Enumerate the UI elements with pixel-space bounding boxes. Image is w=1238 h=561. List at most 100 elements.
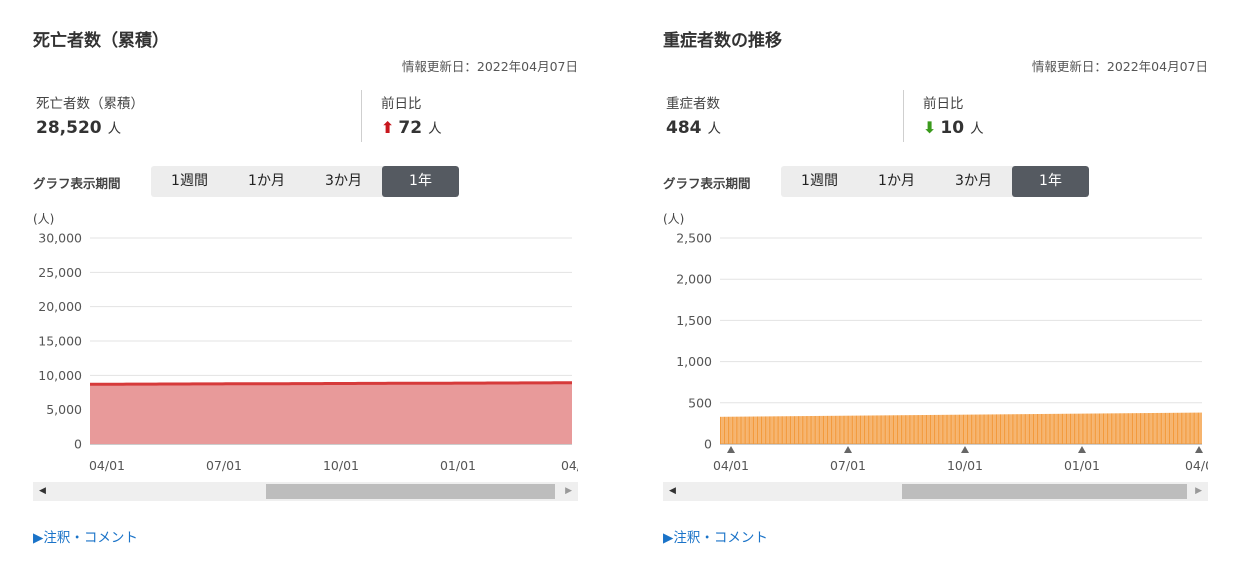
y-tick-label: 500: [688, 395, 712, 410]
x-tick-label: 10/01: [947, 458, 983, 473]
bar: [871, 415, 873, 444]
bar: [828, 415, 830, 444]
bar: [1184, 412, 1186, 444]
bar: [1166, 412, 1168, 444]
bar: [865, 415, 867, 444]
scroll-left-icon[interactable]: ◀: [39, 486, 46, 496]
y-tick-label: 0: [74, 437, 82, 452]
bar: [915, 415, 917, 444]
bar: [986, 414, 988, 444]
bar: [858, 415, 860, 444]
bar: [1010, 414, 1012, 444]
panel-title: 重症者数の推移: [663, 31, 782, 51]
bar: [804, 416, 806, 444]
bar: [1075, 413, 1077, 444]
notes-link[interactable]: ▶注釈・コメント: [33, 530, 138, 546]
bar: [737, 416, 739, 444]
total-number: 28,520: [36, 118, 102, 138]
bar: [937, 414, 939, 444]
scroll-left-icon[interactable]: ◀: [669, 486, 676, 496]
bar: [960, 414, 962, 444]
bar: [882, 415, 884, 444]
period-1month-button[interactable]: 1か月: [878, 173, 915, 189]
bar: [1171, 412, 1173, 444]
bar: [1133, 413, 1135, 444]
bar: [1188, 412, 1190, 444]
bar: [1138, 413, 1140, 444]
change-number: 72: [398, 118, 423, 138]
scrollbar-thumb[interactable]: [902, 484, 1187, 499]
bar: [890, 415, 892, 444]
bar: [840, 415, 842, 444]
bar: [764, 416, 766, 444]
bar: [801, 416, 803, 444]
bar: [741, 416, 743, 444]
period-1week-button[interactable]: 1週間: [801, 173, 838, 189]
bar: [887, 415, 889, 444]
bar: [837, 415, 839, 444]
bar: [738, 416, 740, 444]
bar: [910, 415, 912, 444]
bar: [1110, 413, 1112, 444]
bar: [961, 414, 963, 444]
scroll-right-icon[interactable]: ▶: [565, 486, 572, 496]
chart-scrollbar[interactable]: ◀ ▶: [33, 482, 578, 501]
bar: [992, 414, 994, 444]
bar: [1165, 412, 1167, 444]
y-tick-label: 5,000: [46, 402, 82, 417]
x-tick-label: 04/01: [89, 458, 125, 473]
bar: [1151, 413, 1153, 444]
stat-label: 前日比: [923, 96, 964, 112]
bar: [881, 415, 883, 444]
scroll-right-icon[interactable]: ▶: [1195, 486, 1202, 496]
bar: [1167, 412, 1169, 444]
bar: [1157, 412, 1159, 444]
bar: [952, 414, 954, 444]
x-tick-marker: [961, 446, 969, 453]
period-3month-button[interactable]: 3か月: [955, 173, 992, 189]
bar: [1109, 413, 1111, 444]
period-selector: グラフ表示期間 1週間 1か月 3か月 1年: [33, 166, 578, 197]
period-1month-button[interactable]: 1か月: [248, 173, 285, 189]
bar: [727, 416, 729, 444]
bar: [758, 416, 760, 444]
bar: [1087, 413, 1089, 444]
bar: [1179, 412, 1181, 444]
notes-link[interactable]: ▶注釈・コメント: [663, 530, 768, 546]
period-1year-button[interactable]: 1年: [1012, 166, 1089, 197]
deaths-area-chart: (人)30,00025,00020,00015,00010,0005,00000…: [33, 212, 578, 473]
bar: [789, 416, 792, 444]
bar: [1085, 413, 1087, 444]
bar: [795, 416, 797, 444]
bar: [1068, 413, 1070, 444]
bar: [770, 416, 772, 444]
bar: [820, 415, 822, 444]
bar: [947, 414, 949, 444]
bar: [891, 415, 893, 444]
bar: [1064, 413, 1066, 444]
bar: [821, 415, 823, 444]
bar: [878, 415, 880, 444]
stats-box: 死亡者数（累積） 28,520 人 前日比 ⬆ 72 人: [33, 88, 578, 144]
period-3month-button[interactable]: 3か月: [325, 173, 362, 189]
bar: [826, 415, 829, 444]
stat-value: 28,520 人: [36, 117, 121, 138]
bar: [907, 415, 909, 444]
bar: [1095, 413, 1097, 444]
scrollbar-thumb[interactable]: [266, 484, 555, 499]
period-1year-button[interactable]: 1年: [382, 166, 459, 197]
bar: [965, 414, 967, 444]
bar: [720, 416, 722, 444]
bar: [911, 415, 913, 444]
bar: [936, 414, 938, 444]
period-1week-button[interactable]: 1週間: [171, 173, 208, 189]
bar: [1134, 413, 1136, 444]
chart-scrollbar[interactable]: ◀ ▶: [663, 482, 1208, 501]
bar: [723, 416, 726, 444]
bar: [978, 414, 980, 444]
y-tick-label: 1,000: [676, 354, 712, 369]
bar: [883, 415, 885, 444]
bar: [1018, 414, 1020, 444]
bar: [894, 415, 896, 444]
bar: [1174, 412, 1176, 444]
